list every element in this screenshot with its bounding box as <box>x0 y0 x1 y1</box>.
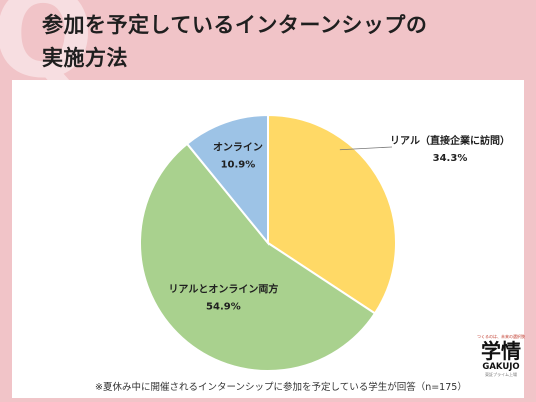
pie-chart: リアル（直接企業に訪問） 34.3% リアルとオンライン両方 54.9% オンラ… <box>139 113 510 372</box>
pie-slices <box>139 113 397 372</box>
page-title: 参加を予定しているインターンシップの 実施方法 <box>42 9 427 75</box>
gakujo-logo: つくるのは、未来の選択肢 学情 GAKUJO 東証プライム上場 <box>476 334 526 394</box>
chart-panel: リアル（直接企業に訪問） 34.3% リアルとオンライン両方 54.9% オンラ… <box>12 80 524 398</box>
slice-value-both: 54.9% <box>206 301 241 312</box>
logo-tagline: つくるのは、未来の選択肢 <box>477 334 525 339</box>
slice-value-online: 10.9% <box>221 160 256 171</box>
title-line-1: 参加を予定しているインターンシップの <box>42 13 428 37</box>
leader-line <box>339 146 393 151</box>
pie-slice <box>185 113 269 246</box>
footnote: ※夏休み中に開催されるインターンシップに参加を予定している学生が回答（n=175… <box>95 382 467 393</box>
slice-label-online: オンライン <box>213 142 263 154</box>
logo-name: 学情 <box>481 339 521 363</box>
pie-slice <box>139 142 377 372</box>
slice-label-real: リアル（直接企業に訪問） <box>390 134 510 147</box>
slice-value-real: 34.3% <box>433 153 468 164</box>
decorative-q-mark: Q <box>0 0 95 105</box>
logo-sub: 東証プライム上場 <box>485 372 517 377</box>
title-line-2: 実施方法 <box>42 46 128 70</box>
slice-label-both: リアルとオンライン両方 <box>168 282 278 295</box>
logo-name-en: GAKUJO <box>482 362 520 372</box>
